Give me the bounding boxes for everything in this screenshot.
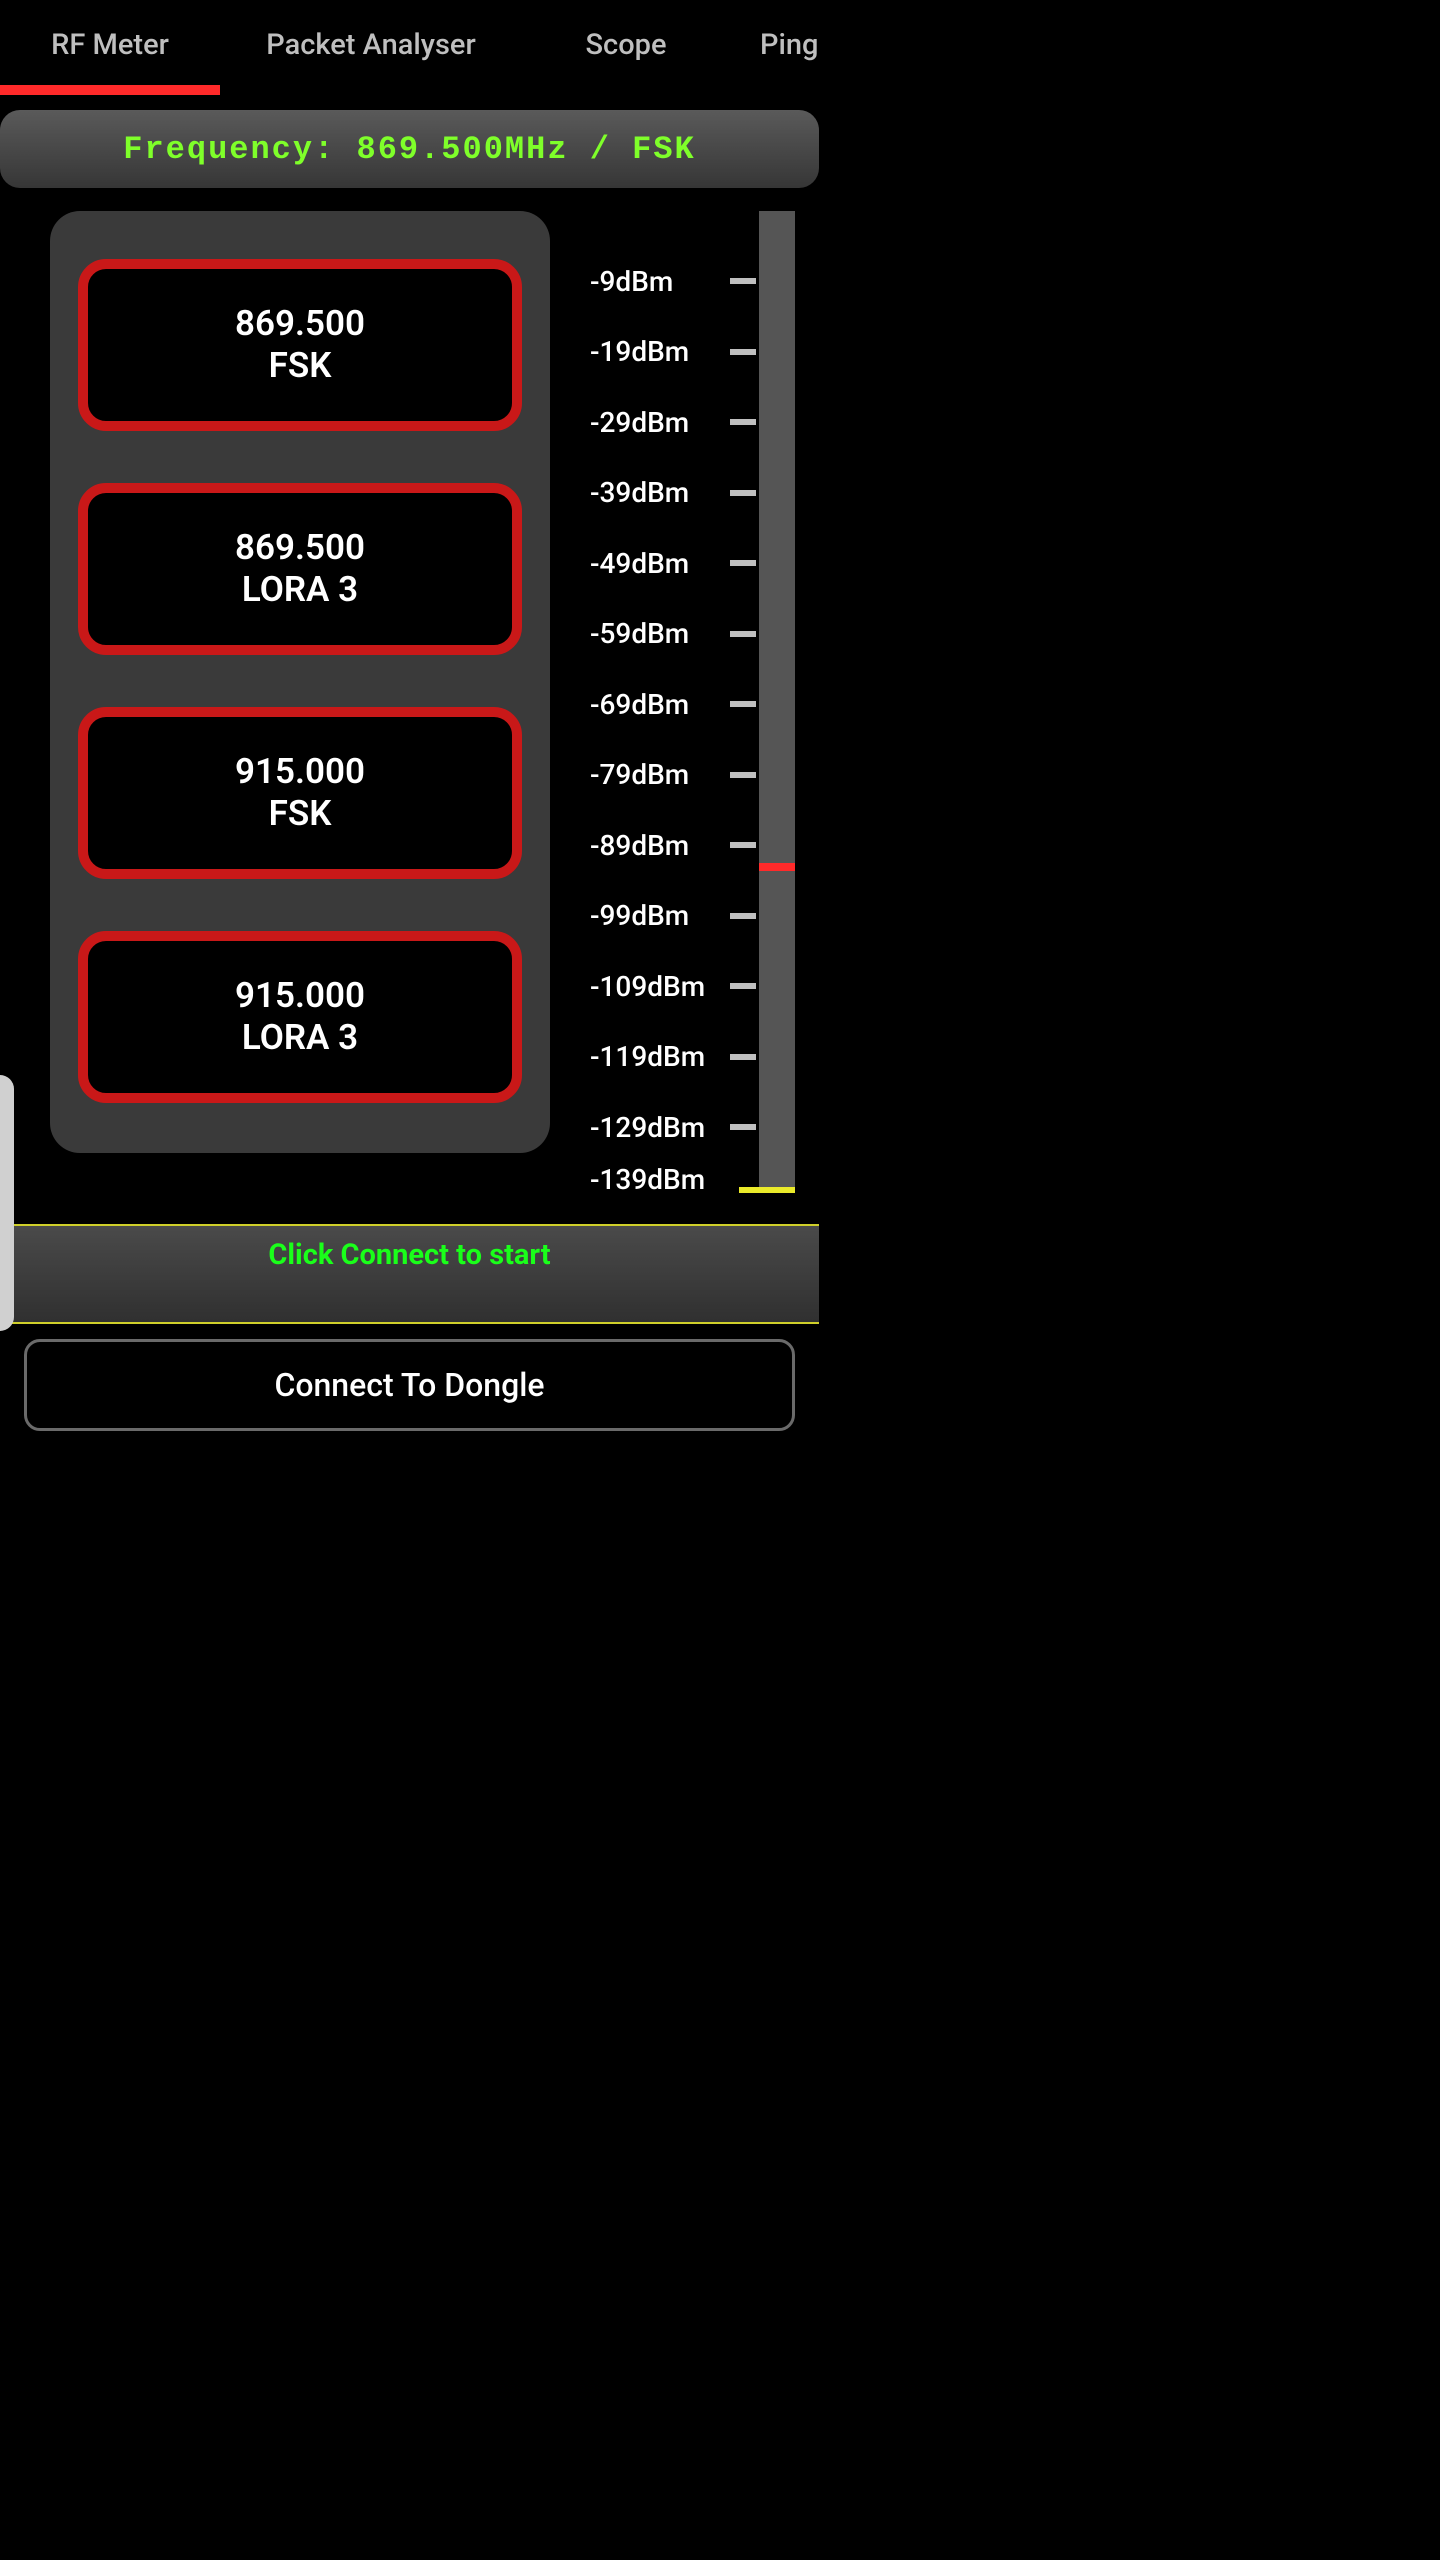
frequency-text: Frequency: 869.500MHz / FSK xyxy=(123,131,695,168)
scale-label: -89dBm xyxy=(590,810,705,881)
scale-label: -109dBm xyxy=(590,951,705,1022)
connect-button[interactable]: Connect To Dongle xyxy=(24,1339,795,1431)
tab-ping[interactable]: Ping xyxy=(730,28,819,62)
scale-tick xyxy=(730,1022,756,1093)
scale-label: -59dBm xyxy=(590,599,705,670)
scale-tick xyxy=(730,740,756,811)
scale-label: -19dBm xyxy=(590,317,705,388)
scale-tick xyxy=(730,951,756,1022)
scale-label: -79dBm xyxy=(590,740,705,811)
connect-button-label: Connect To Dongle xyxy=(274,1366,544,1404)
scale-tick xyxy=(730,1092,756,1163)
scale-label: -129dBm xyxy=(590,1092,705,1163)
scale-label: -49dBm xyxy=(590,528,705,599)
scale-label: -9dBm xyxy=(590,246,705,317)
frequency-display-bar: Frequency: 869.500MHz / FSK xyxy=(0,110,819,188)
scale-label: -69dBm xyxy=(590,669,705,740)
meter-scale-labels: -9dBm -19dBm -29dBm -39dBm -49dBm -59dBm… xyxy=(590,246,705,1205)
scale-tick xyxy=(730,528,756,599)
scale-tick xyxy=(730,810,756,881)
scale-tick xyxy=(730,246,756,317)
meter-yellow-marker xyxy=(739,1187,795,1193)
scale-tick xyxy=(730,458,756,529)
scale-tick xyxy=(730,387,756,458)
scale-tick xyxy=(730,669,756,740)
meter-scale-ticks xyxy=(730,246,756,1163)
scale-label: -139dBm xyxy=(590,1163,705,1205)
status-text: Click Connect to start xyxy=(268,1238,550,1272)
scale-tick xyxy=(730,599,756,670)
scale-label: -29dBm xyxy=(590,387,705,458)
preset-button-1[interactable]: 869.500 LORA 3 xyxy=(78,483,522,655)
preset-mode: FSK xyxy=(269,793,332,835)
preset-frequency: 915.000 xyxy=(235,751,365,793)
status-bar: Click Connect to start xyxy=(0,1224,819,1324)
tab-scope[interactable]: Scope xyxy=(522,28,730,62)
main-area: 869.500 FSK 869.500 LORA 3 915.000 FSK 9… xyxy=(0,211,819,1191)
preset-mode: FSK xyxy=(269,345,332,387)
preset-mode: LORA 3 xyxy=(242,569,358,611)
meter-red-marker xyxy=(759,863,795,871)
preset-frequency: 869.500 xyxy=(235,527,365,569)
preset-panel: 869.500 FSK 869.500 LORA 3 915.000 FSK 9… xyxy=(50,211,550,1153)
preset-button-2[interactable]: 915.000 FSK xyxy=(78,707,522,879)
signal-meter: -9dBm -19dBm -29dBm -39dBm -49dBm -59dBm… xyxy=(570,211,819,1191)
scale-label: -39dBm xyxy=(590,458,705,529)
meter-bar xyxy=(759,211,795,1193)
preset-frequency: 869.500 xyxy=(235,303,365,345)
tab-rf-meter[interactable]: RF Meter xyxy=(0,28,220,62)
tab-indicator xyxy=(0,85,220,95)
scale-label: -119dBm xyxy=(590,1022,705,1093)
preset-button-0[interactable]: 869.500 FSK xyxy=(78,259,522,431)
preset-button-3[interactable]: 915.000 LORA 3 xyxy=(78,931,522,1103)
scale-tick xyxy=(730,881,756,952)
preset-mode: LORA 3 xyxy=(242,1017,358,1059)
side-drawer-handle[interactable] xyxy=(0,1075,14,1331)
tab-packet-analyser[interactable]: Packet Analyser xyxy=(220,28,522,62)
scale-tick xyxy=(730,317,756,388)
scale-label: -99dBm xyxy=(590,881,705,952)
preset-frequency: 915.000 xyxy=(235,975,365,1017)
tab-bar: RF Meter Packet Analyser Scope Ping xyxy=(0,0,819,95)
